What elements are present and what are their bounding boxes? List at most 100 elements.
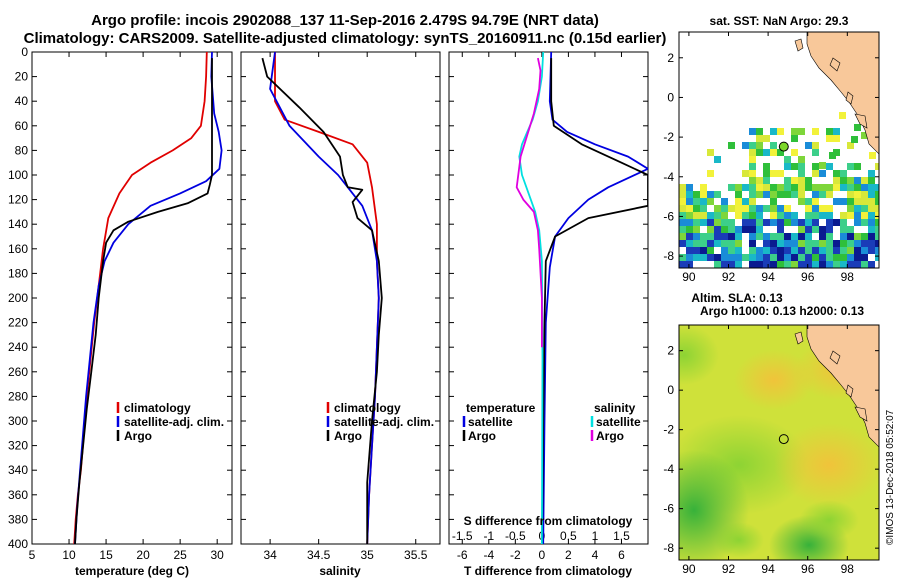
sst-cell (742, 184, 749, 191)
sst-cell (714, 261, 721, 268)
sst-cell (798, 233, 805, 240)
legend-s-satellite: satellite (596, 415, 641, 429)
sst-cell (763, 135, 770, 142)
sst-cell (868, 191, 875, 198)
sst-map-frame (678, 31, 880, 269)
sst-cell (770, 205, 777, 212)
sst-cell (700, 184, 707, 191)
legend-argo: Argo (334, 429, 362, 443)
sst-cell (742, 142, 749, 149)
lon-tick-label: 98 (841, 562, 855, 576)
sst-cell (728, 226, 735, 233)
depth-tick-label: 120 (8, 193, 28, 207)
sst-cell (847, 198, 854, 205)
sst-cell (721, 254, 728, 261)
sst-cell (854, 198, 861, 205)
sst-cell (714, 205, 721, 212)
sst-cell (707, 247, 714, 254)
sst-cell (749, 240, 756, 247)
sst-cell (833, 135, 840, 142)
salinity-axes-frame (240, 51, 441, 545)
sst-cell (679, 219, 686, 226)
sst-cell (854, 247, 861, 254)
x-tick-label: 15 (99, 548, 113, 562)
sst-cell (840, 261, 847, 268)
depth-tick-label: 400 (8, 537, 28, 551)
sst-cell (693, 247, 700, 254)
sst-cell (798, 240, 805, 247)
sst-cell (700, 219, 707, 226)
sst-cell (749, 191, 756, 198)
sst-cell (798, 254, 805, 261)
sst-cell (763, 240, 770, 247)
t-difference-xlabel: T difference from climatology (464, 564, 632, 578)
salinity-panel: 34 34.5 35 35.5 salinity climatology satell… (240, 51, 441, 578)
sst-cell (728, 142, 735, 149)
sst-cell (749, 156, 756, 163)
sst-cell (700, 247, 707, 254)
difference-axes-frame (448, 51, 649, 545)
sst-cell (728, 240, 735, 247)
sst-cell (861, 191, 868, 198)
sst-cell (756, 226, 763, 233)
sst-cell (784, 247, 791, 254)
sst-cell (756, 135, 763, 142)
x-tick-label: 20 (136, 548, 150, 562)
sst-cell (679, 261, 686, 268)
sst-cell (728, 261, 735, 268)
sst-cell (679, 233, 686, 240)
sst-cell (791, 219, 798, 226)
sst-cell (756, 142, 763, 149)
sst-cell (826, 135, 833, 142)
depth-tick-label: 320 (8, 439, 28, 453)
depth-tick-label: 180 (8, 266, 28, 280)
sst-cell (826, 163, 833, 170)
sst-cell (798, 184, 805, 191)
sst-cell (847, 233, 854, 240)
sst-cell (707, 149, 714, 156)
sst-cell (700, 198, 707, 205)
sst-cell (749, 233, 756, 240)
sst-cell (812, 128, 819, 135)
sst-cell (791, 191, 798, 198)
sst-cell (686, 219, 693, 226)
lon-tick-label: 94 (761, 270, 775, 284)
sst-cell (812, 254, 819, 261)
sst-cell (875, 233, 879, 240)
sst-cell (749, 184, 756, 191)
sst-cell (777, 191, 784, 198)
sla-blob (734, 350, 814, 410)
sst-cell (869, 152, 876, 159)
sst-cell (840, 170, 847, 177)
sst-cell (798, 226, 805, 233)
sst-cell (833, 240, 840, 247)
lat-tick-label: -4 (663, 170, 674, 184)
sst-cell (847, 163, 854, 170)
island-4 (845, 384, 854, 398)
sst-cell (714, 226, 721, 233)
sst-cell (875, 219, 879, 226)
sst-cell (840, 226, 847, 233)
s-tick-label: 1 (592, 529, 599, 543)
sst-cell (819, 205, 826, 212)
sst-cell (847, 142, 854, 149)
sst-cell (798, 156, 805, 163)
x-tick-label: -6 (457, 548, 468, 562)
sla-blob (774, 423, 879, 507)
sst-cell (840, 184, 847, 191)
sst-cell (756, 219, 763, 226)
sla-blob (679, 325, 719, 385)
temperature-panel: 0 20 40 60 80 100 120 140 160 180 200 220 240 260 280 3… (8, 45, 233, 578)
sst-cell (756, 128, 763, 135)
sst-cell (756, 177, 763, 184)
sst-cell (812, 184, 819, 191)
sst-cell (700, 233, 707, 240)
sst-cell (840, 247, 847, 254)
sst-cell (749, 177, 756, 184)
sst-cell (840, 254, 847, 261)
lat-tick-label: -6 (663, 209, 674, 223)
sst-cell (819, 247, 826, 254)
sst-cell (826, 226, 833, 233)
sst-cell (854, 191, 861, 198)
argo-location-marker (778, 434, 789, 445)
